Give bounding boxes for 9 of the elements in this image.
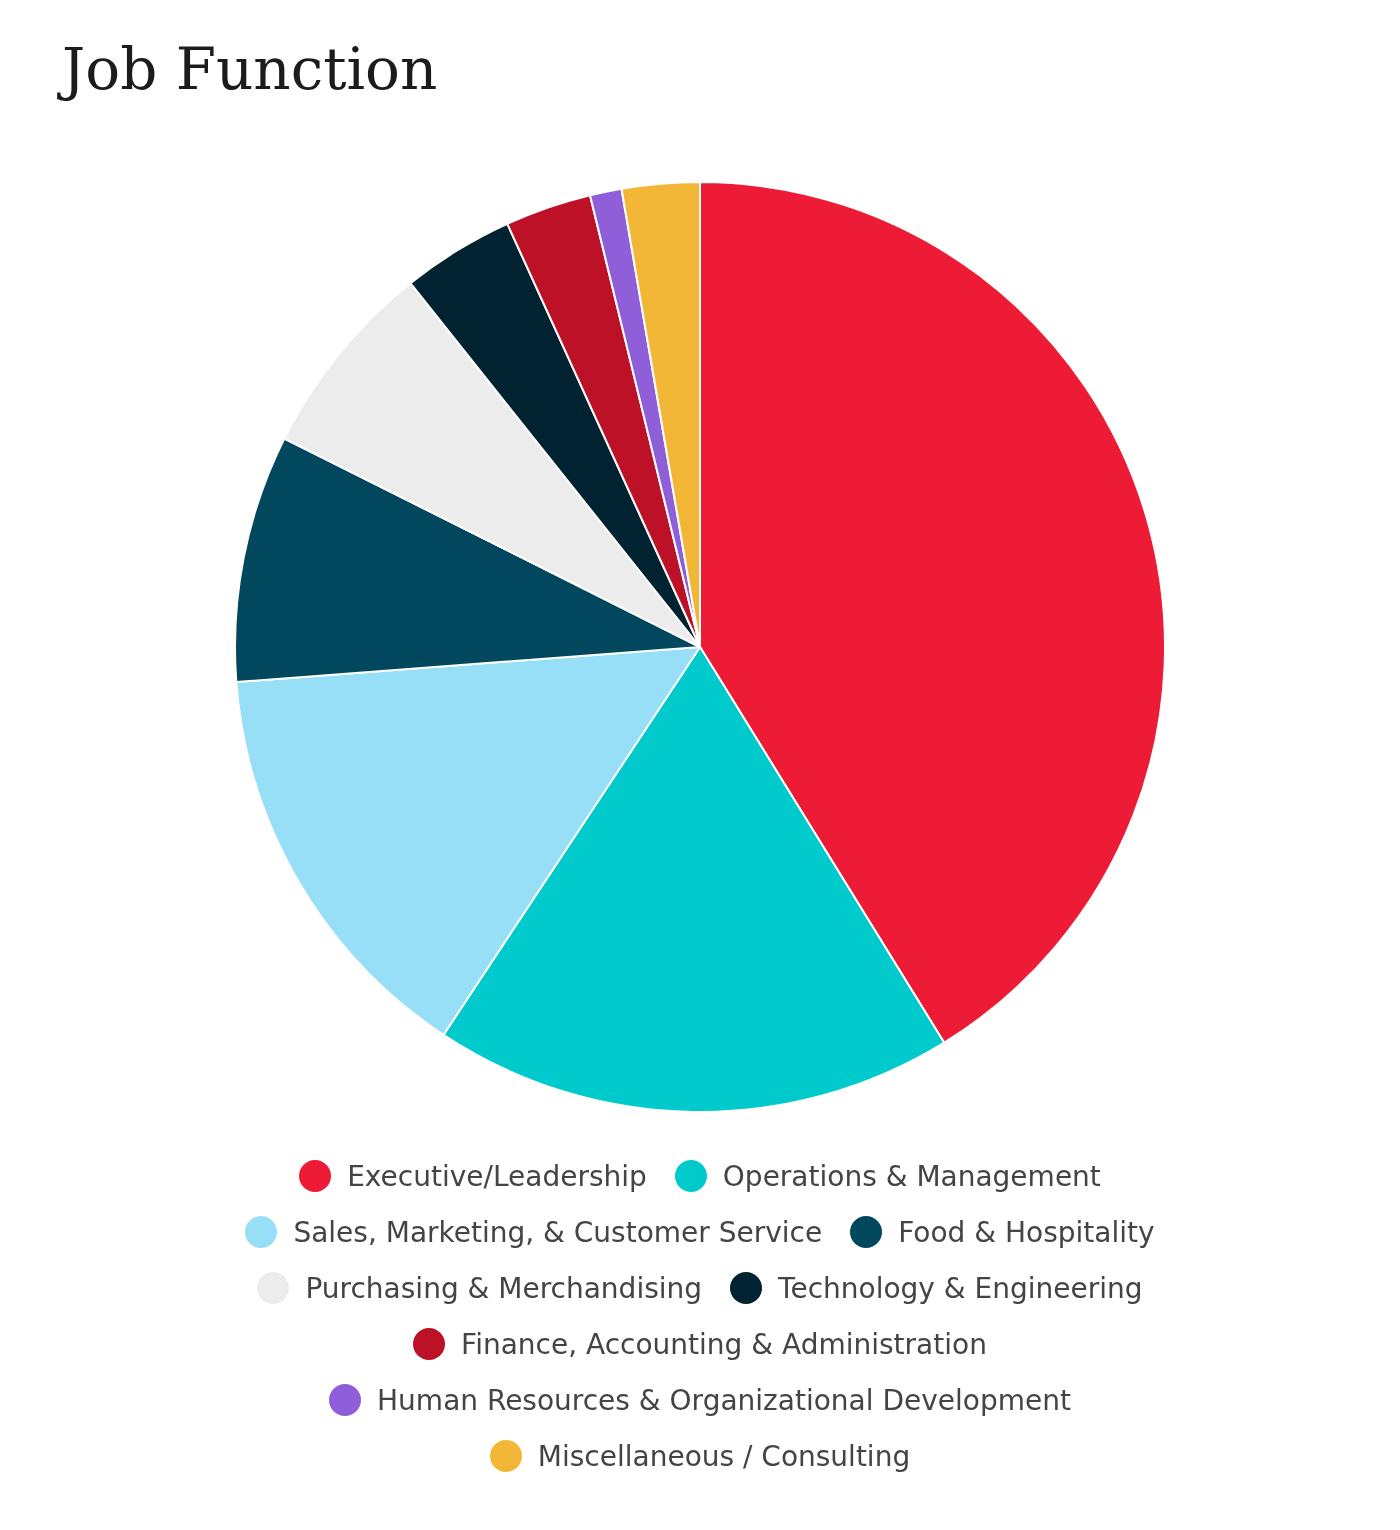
legend-label: Sales, Marketing, & Customer Service: [293, 1215, 823, 1249]
legend-label: Finance, Accounting & Administration: [461, 1327, 987, 1361]
legend-label: Technology & Engineering: [778, 1271, 1143, 1305]
legend-label: Purchasing & Merchandising: [305, 1271, 703, 1305]
legend-label: Executive/Leadership: [347, 1159, 647, 1193]
legend-label: Miscellaneous / Consulting: [537, 1439, 911, 1473]
legend-label: Operations & Management: [722, 1159, 1101, 1193]
legend-label: Food & Hospitality: [898, 1215, 1155, 1249]
legend-label: Human Resources & Organizational Development: [377, 1383, 1071, 1417]
